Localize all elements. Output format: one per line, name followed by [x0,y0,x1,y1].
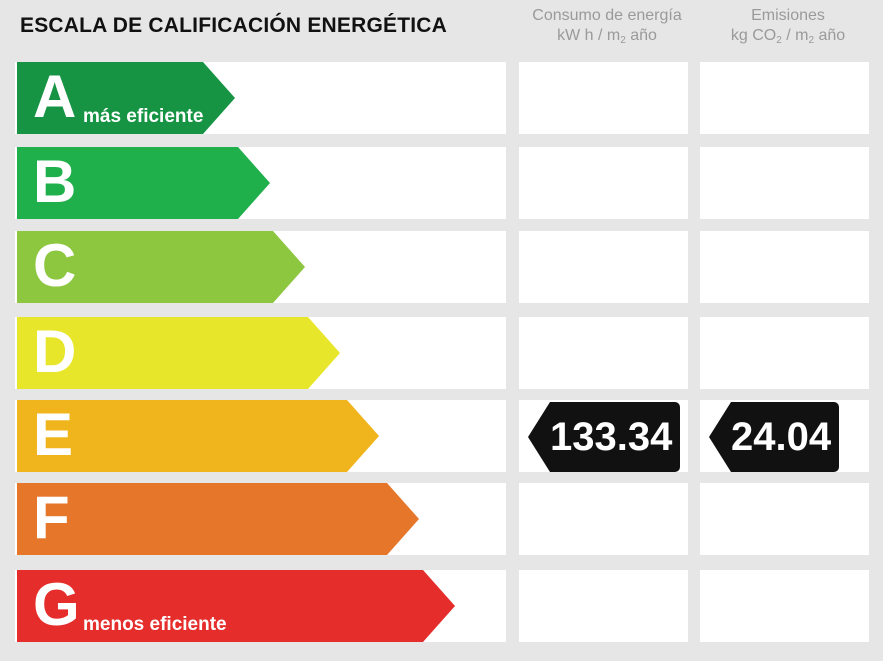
rating-row-f: F [0,483,883,555]
consumo-cell [519,147,688,219]
rating-sublabel: más eficiente [83,106,204,127]
consumo-cell [519,570,688,642]
rating-letter: A [33,63,77,130]
emisiones-header-line2: kg CO2 / m2 año [730,27,846,46]
rating-arrow-f: F [17,483,419,555]
rating-row-d: D [0,317,883,389]
rating-arrow-e: E [17,400,379,472]
emisiones-cell [700,147,869,219]
consumo-cell [519,231,688,303]
consumo-value-badge: 133.34 [528,402,681,472]
emisiones-cell [700,231,869,303]
consumo-header-line1: Consumo de energía [532,7,682,24]
emisiones-column-header: Emisiones kg CO2 / m2 año [693,6,883,46]
rating-arrow-d: D [17,317,340,389]
emisiones-header-line1: Emisiones [751,7,825,24]
consumo-header-line2: kW h / m2 año [557,27,657,46]
consumo-cell [519,317,688,389]
rating-letter: C [33,232,77,299]
rating-letter: F [33,484,70,551]
consumo-cell [519,62,688,134]
consumo-value: 133.34 [550,402,681,472]
emisiones-cell [700,483,869,555]
emisiones-cell [700,317,869,389]
rating-row-b: B [0,147,883,219]
emisiones-value-badge: 24.04 [709,402,840,472]
page-title: ESCALA DE CALIFICACIÓN ENERGÉTICA [20,14,447,37]
rating-arrow-c: C [17,231,305,303]
rating-sublabel: menos eficiente [83,614,227,635]
rating-row-c: C [0,231,883,303]
consumo-column-header: Consumo de energía kW h / m2 año [512,6,702,46]
emisiones-cell [700,62,869,134]
emisiones-value: 24.04 [731,402,840,472]
rating-row-e: E 133.34 24.04 [0,400,883,472]
emisiones-cell [700,570,869,642]
rating-arrow-b: B [17,147,270,219]
rating-letter: G [33,571,80,638]
rating-letter: D [33,318,77,385]
rating-letter: B [33,148,77,215]
consumo-cell [519,483,688,555]
rating-letter: E [33,401,74,468]
